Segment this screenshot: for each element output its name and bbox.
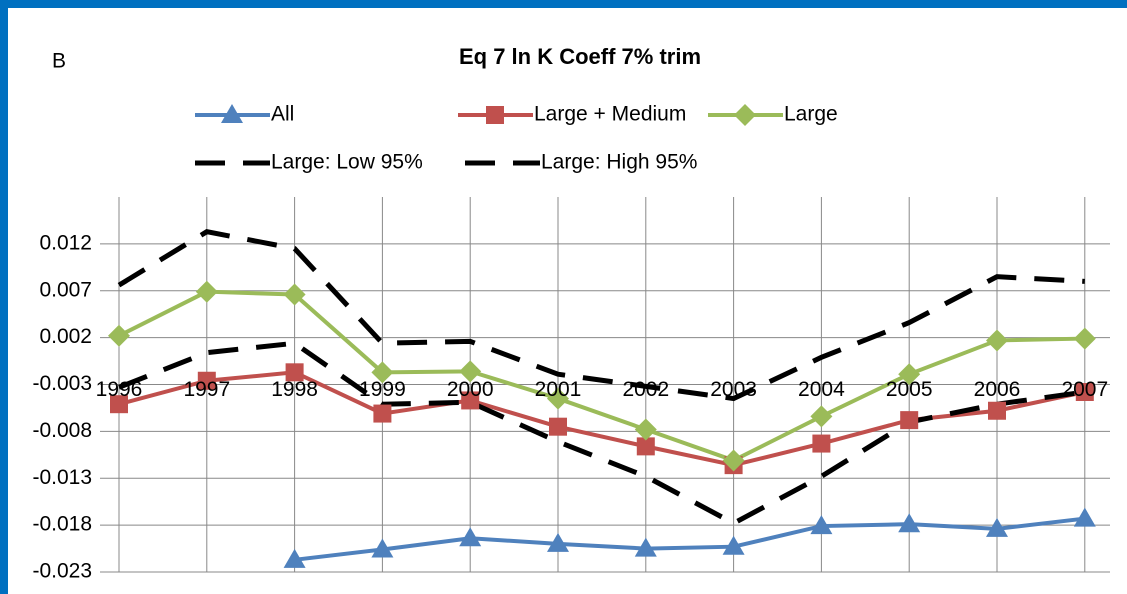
marker: [283, 283, 306, 306]
marker: [549, 417, 567, 436]
legend-label: Large + Medium: [534, 103, 686, 126]
x-tick-label: 2001: [535, 378, 582, 401]
marker: [722, 449, 745, 472]
legend-label: All: [271, 103, 294, 126]
marker: [459, 360, 482, 383]
legend-marker: [486, 106, 504, 124]
marker: [110, 395, 128, 414]
marker: [373, 404, 392, 423]
y-tick-label: -0.008: [32, 419, 92, 442]
marker: [986, 329, 1008, 352]
marker: [898, 513, 921, 533]
x-tick-label: 1997: [183, 378, 230, 401]
marker: [988, 401, 1006, 420]
y-tick-label: -0.023: [32, 560, 92, 583]
marker: [810, 405, 833, 428]
marker: [547, 532, 569, 552]
marker: [986, 517, 1008, 537]
legend-label: Large: High 95%: [541, 151, 697, 174]
x-tick-label: 1998: [271, 378, 318, 401]
marker: [634, 537, 657, 557]
marker: [197, 371, 216, 390]
legend-marker: [221, 104, 243, 123]
marker: [547, 387, 569, 410]
marker: [461, 391, 480, 410]
marker: [459, 527, 482, 547]
marker: [1073, 327, 1096, 350]
series-line: [294, 516, 1086, 562]
panel-label: B: [52, 50, 66, 73]
legend-marker: [734, 104, 756, 126]
marker: [810, 515, 833, 535]
x-tick-label: 2000: [447, 378, 494, 401]
y-tick-label: 0.002: [39, 325, 92, 348]
x-tick-label: 1999: [359, 378, 406, 401]
y-tick-label: 0.007: [39, 278, 92, 301]
marker: [285, 363, 304, 382]
marker: [900, 411, 919, 430]
x-tick-label: 2006: [974, 378, 1021, 401]
marker: [108, 324, 130, 347]
series-line: [118, 289, 1085, 463]
marker: [634, 418, 657, 441]
marker: [812, 434, 831, 453]
series-line: [117, 229, 1085, 402]
x-tick-label: 1996: [96, 378, 143, 401]
x-tick-label: 2005: [886, 378, 933, 401]
chart-area: [8, 8, 1127, 594]
marker: [636, 437, 655, 456]
x-tick-label: 2004: [798, 378, 845, 401]
series-line: [118, 340, 1086, 527]
marker: [195, 280, 218, 303]
x-tick-label: 2007: [1061, 378, 1108, 401]
marker: [722, 535, 745, 555]
y-tick-label: -0.013: [32, 466, 92, 489]
y-tick-label: -0.003: [32, 372, 92, 395]
legend-label: Large: Low 95%: [271, 151, 423, 174]
legend-label: Large: [784, 103, 838, 126]
marker: [371, 538, 394, 558]
chart-title: Eq 7 ln K Coeff 7% trim: [459, 44, 701, 69]
marker: [371, 361, 394, 384]
marker: [898, 363, 921, 386]
x-tick-label: 2003: [710, 378, 757, 401]
marker: [1073, 507, 1096, 527]
y-tick-label: 0.012: [39, 231, 92, 254]
y-tick-label: -0.018: [32, 513, 92, 536]
marker: [1075, 383, 1094, 401]
marker: [283, 548, 306, 568]
x-tick-label: 2002: [622, 378, 669, 401]
